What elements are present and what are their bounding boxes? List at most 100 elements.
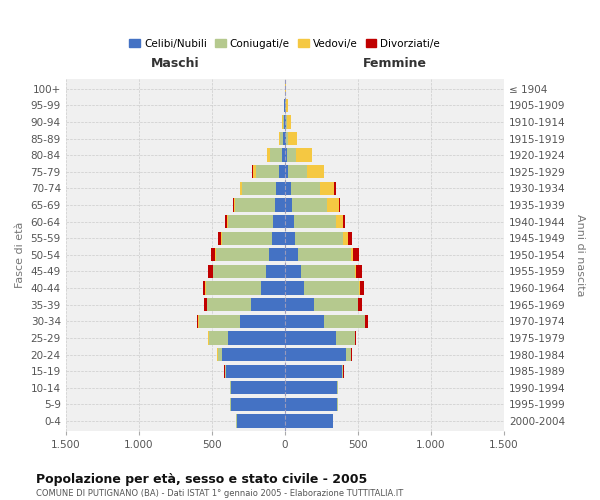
Bar	[285, 314, 365, 328]
Bar	[279, 165, 285, 178]
Bar	[285, 232, 352, 245]
Bar	[236, 414, 285, 428]
Bar	[228, 215, 285, 228]
Bar	[217, 348, 285, 361]
Bar	[252, 165, 285, 178]
Bar	[285, 398, 338, 411]
Bar	[285, 82, 286, 96]
Bar	[227, 215, 285, 228]
Bar	[273, 215, 285, 228]
Bar	[284, 98, 285, 112]
Bar	[279, 132, 285, 145]
Bar	[230, 398, 285, 411]
Bar	[279, 132, 285, 145]
Bar	[285, 198, 340, 211]
Bar	[267, 148, 285, 162]
Bar	[285, 248, 353, 262]
Bar	[242, 182, 285, 195]
Bar	[205, 282, 285, 294]
Bar	[239, 182, 285, 195]
Bar	[272, 232, 285, 245]
Bar	[285, 148, 312, 162]
Y-axis label: Anni di nascita: Anni di nascita	[575, 214, 585, 296]
Bar	[282, 148, 285, 162]
Bar	[285, 282, 360, 294]
Bar	[285, 232, 347, 245]
Bar	[285, 148, 296, 162]
Bar	[282, 115, 285, 128]
Bar	[213, 265, 285, 278]
Bar	[231, 381, 285, 394]
Bar	[270, 148, 285, 162]
Bar	[225, 364, 285, 378]
Bar	[285, 298, 362, 312]
Bar	[215, 248, 285, 262]
Bar	[218, 348, 285, 361]
Bar	[256, 165, 285, 178]
Bar	[285, 364, 343, 378]
Bar	[285, 414, 334, 428]
Bar	[285, 215, 336, 228]
Bar	[224, 364, 285, 378]
Bar	[285, 182, 335, 195]
Bar	[285, 265, 355, 278]
Bar	[275, 198, 285, 211]
Bar	[236, 414, 285, 428]
Bar	[285, 282, 304, 294]
Bar	[285, 332, 336, 344]
Text: Popolazione per età, sesso e stato civile - 2005: Popolazione per età, sesso e stato civil…	[36, 472, 367, 486]
Bar	[285, 132, 286, 145]
Bar	[236, 414, 285, 428]
Bar	[285, 115, 287, 128]
Bar	[285, 265, 301, 278]
Bar	[285, 348, 351, 361]
Bar	[285, 98, 288, 112]
Bar	[235, 198, 285, 211]
Bar	[228, 332, 285, 344]
Bar	[285, 265, 356, 278]
Bar	[211, 248, 285, 262]
Bar	[285, 364, 343, 378]
Bar	[285, 298, 358, 312]
Bar	[285, 398, 338, 411]
Bar	[285, 232, 343, 245]
Bar	[213, 265, 285, 278]
Bar	[285, 198, 292, 211]
Bar	[199, 314, 285, 328]
Bar	[285, 148, 287, 162]
Bar	[285, 314, 368, 328]
Bar	[236, 414, 285, 428]
Bar	[285, 414, 333, 428]
Bar	[225, 364, 285, 378]
Bar	[285, 182, 290, 195]
Bar	[230, 381, 285, 394]
Bar	[226, 364, 285, 378]
Bar	[285, 332, 355, 344]
Bar	[283, 115, 285, 128]
Bar	[197, 314, 285, 328]
Bar	[208, 265, 285, 278]
Bar	[285, 232, 295, 245]
Bar	[239, 314, 285, 328]
Bar	[285, 98, 286, 112]
Bar	[222, 348, 285, 361]
Bar	[285, 414, 334, 428]
Bar	[284, 98, 285, 112]
Text: Femmine: Femmine	[362, 56, 427, 70]
Bar	[285, 198, 339, 211]
Bar	[262, 282, 285, 294]
Bar	[216, 248, 285, 262]
Bar	[217, 348, 285, 361]
Bar	[285, 348, 352, 361]
Bar	[203, 282, 285, 294]
Bar	[280, 132, 285, 145]
Bar	[222, 232, 285, 245]
Bar	[207, 298, 285, 312]
Bar	[269, 248, 285, 262]
Bar	[230, 398, 285, 411]
Bar	[233, 198, 285, 211]
Bar	[285, 414, 334, 428]
Bar	[285, 398, 338, 411]
Bar	[285, 298, 314, 312]
Bar	[267, 148, 285, 162]
